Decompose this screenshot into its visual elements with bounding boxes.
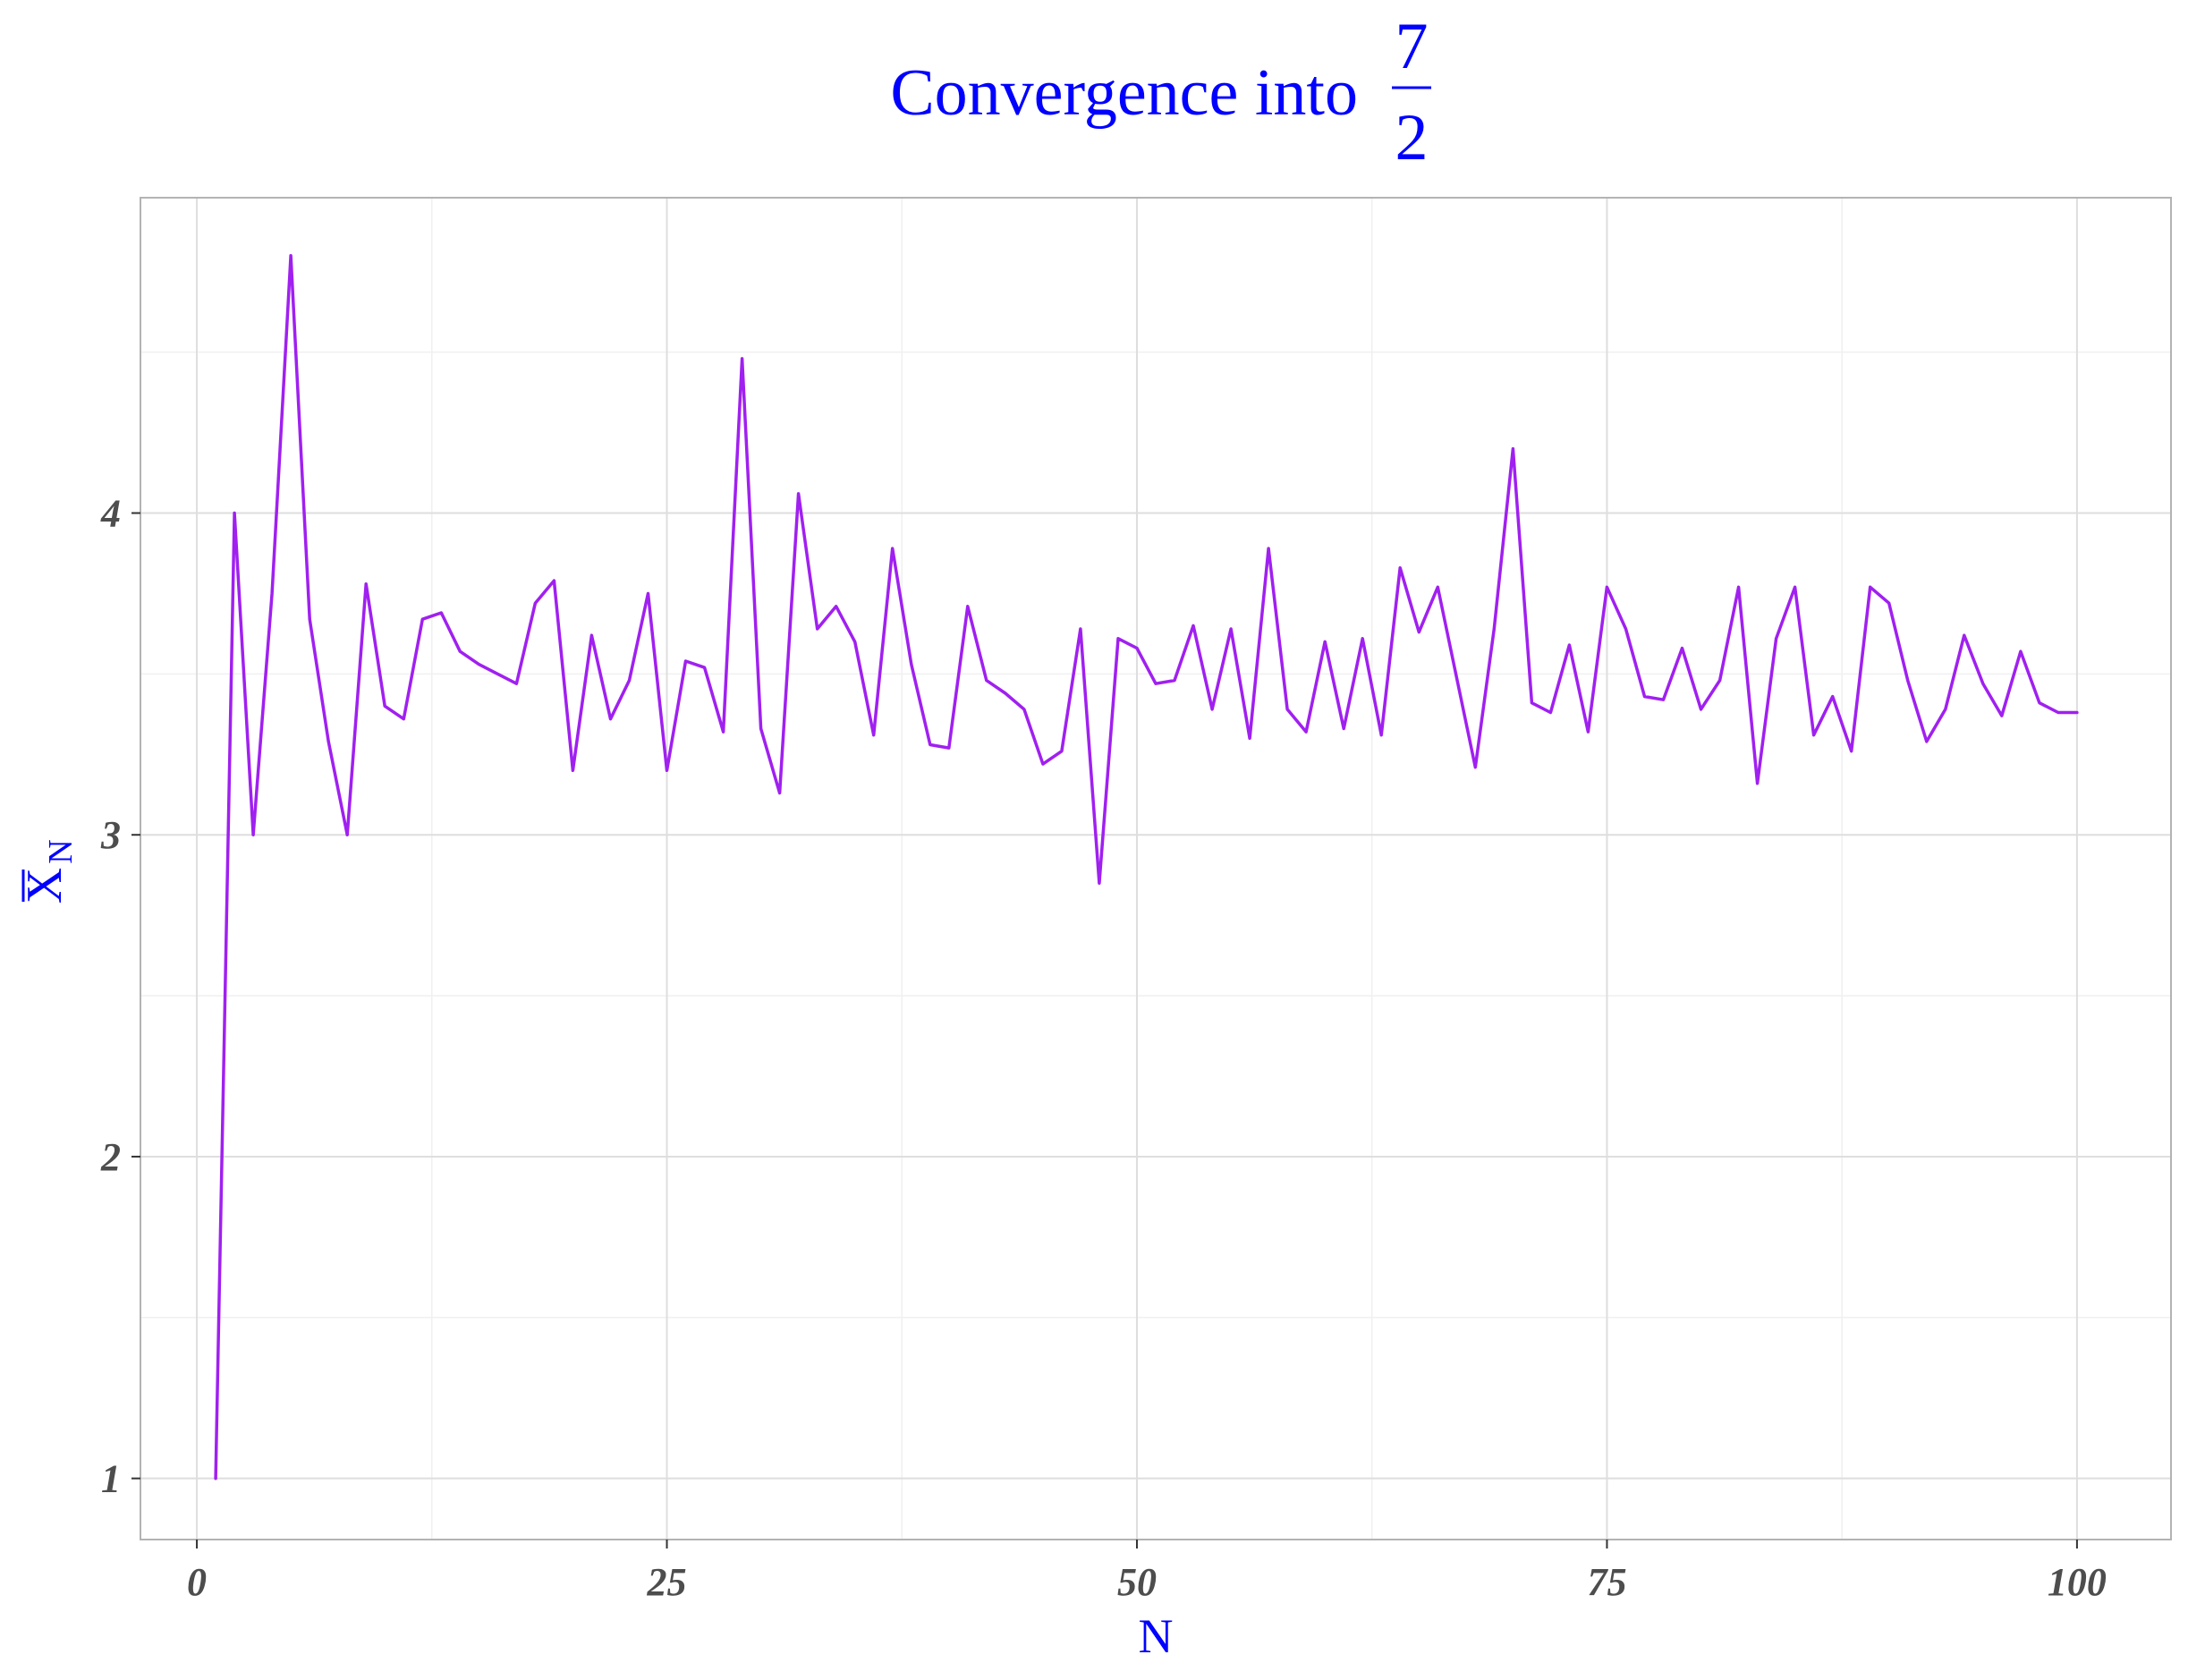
chart-title-prefix: Convergence into xyxy=(890,56,1358,130)
x-axis-title: N xyxy=(1139,1609,1174,1663)
y-tick-label-2: 3 xyxy=(100,813,121,857)
y-axis-title-main: X xyxy=(17,868,72,904)
y-tick-label-1: 2 xyxy=(100,1135,121,1179)
x-tick-label-3: 75 xyxy=(1587,1560,1626,1604)
x-tick-label-1: 25 xyxy=(647,1560,687,1604)
grid-major xyxy=(140,198,2171,1540)
chart-title-numerator: 7 xyxy=(1395,10,1429,83)
chart-title-denominator: 2 xyxy=(1395,101,1429,174)
y-tick-label-3: 4 xyxy=(100,492,121,536)
y-axis-title: X N xyxy=(17,839,80,904)
series-layer xyxy=(214,253,2079,1481)
x-tick-label-4: 100 xyxy=(2048,1560,2107,1604)
y-tick-label-0: 1 xyxy=(101,1457,121,1501)
series-line-0 xyxy=(214,253,2079,1481)
x-axis-ticks: 0 25 50 75 100 xyxy=(187,1540,2107,1604)
y-axis-title-subscript: N xyxy=(42,839,80,863)
grid-minor xyxy=(140,198,2171,1540)
x-tick-label-0: 0 xyxy=(187,1560,207,1604)
chart-title: Convergence into 7 2 xyxy=(890,10,1431,174)
plot-panel-border xyxy=(140,197,2172,1540)
x-tick-label-2: 50 xyxy=(1117,1560,1157,1604)
y-axis-ticks: 1 2 3 4 xyxy=(100,492,140,1501)
